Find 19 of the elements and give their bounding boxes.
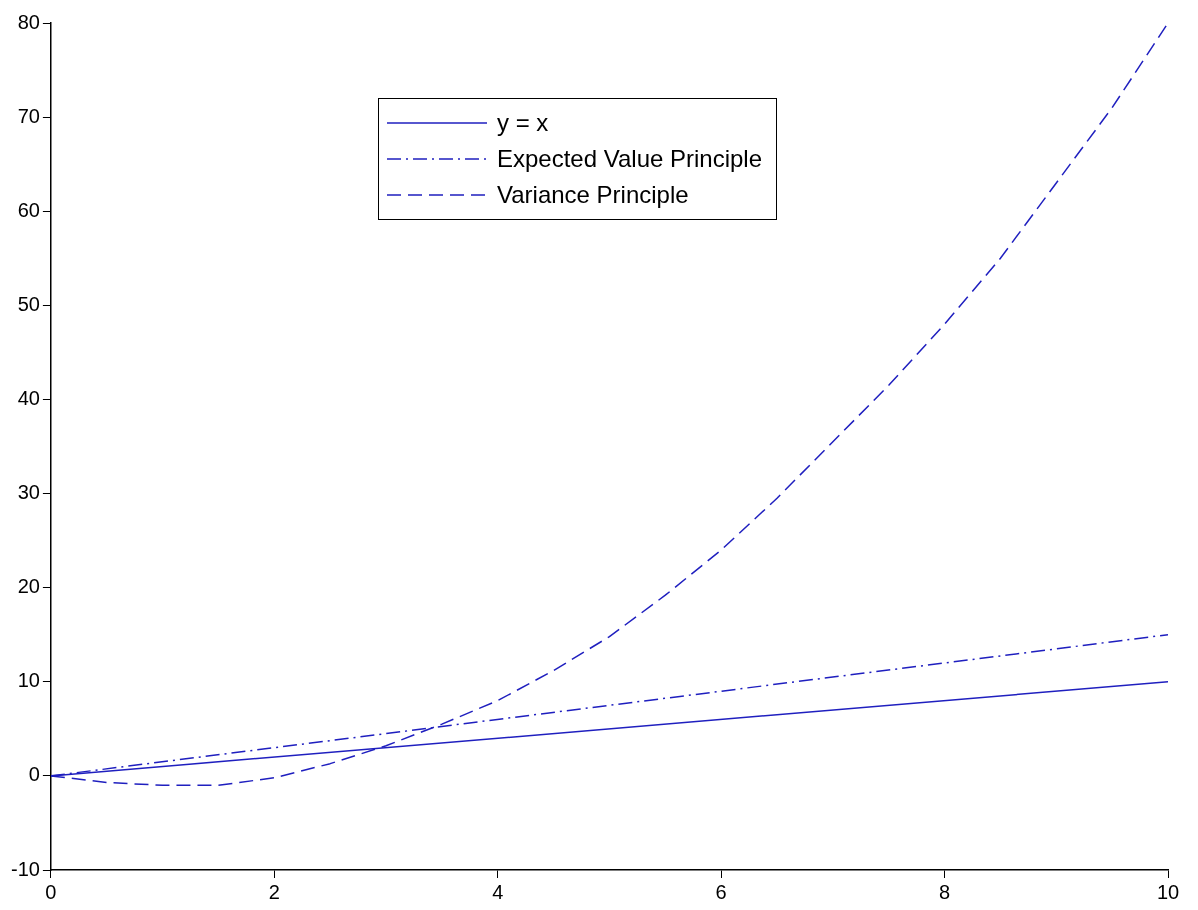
legend-label: Expected Value Principle [497,145,763,173]
x-tick-label: 2 [268,880,280,903]
y-tick-label: 50 [17,292,40,315]
y-tick-label: 10 [17,669,40,692]
y-tick-label: 20 [17,575,40,598]
y-tick-label: -10 [11,857,40,880]
y-tick-label: 60 [17,198,40,221]
x-tick-label: 4 [492,880,504,903]
y-tick-label: 70 [17,104,40,127]
x-tick-label: 6 [715,880,727,903]
y-tick-label: 0 [28,763,40,786]
y-tick-label: 80 [17,10,40,33]
y-tick-label: 30 [17,481,40,504]
x-tick-label: 0 [45,880,57,903]
y-tick-label: 40 [17,386,40,409]
x-tick-label: 8 [939,880,951,903]
x-tick-label: 10 [1156,880,1180,903]
legend-label: Variance Principle [497,181,689,209]
legend-label: y = x [497,109,549,137]
